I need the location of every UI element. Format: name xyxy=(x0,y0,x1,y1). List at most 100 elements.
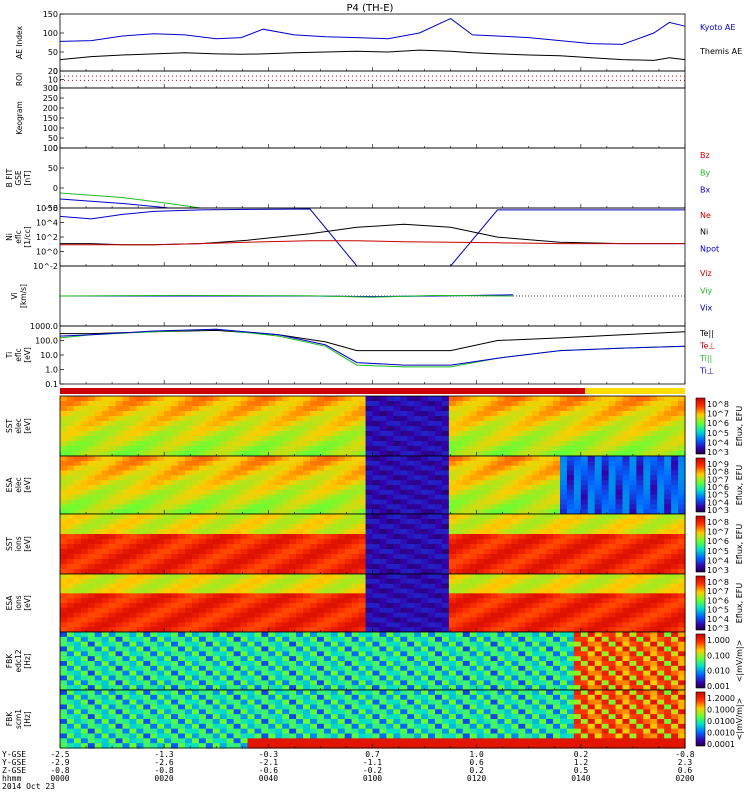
spectrogram-cell xyxy=(386,598,394,604)
spectrogram-cell xyxy=(254,504,262,510)
spectrogram-cell xyxy=(101,564,110,570)
spectrogram-cell xyxy=(66,549,75,555)
spectrogram-cell xyxy=(143,685,151,691)
spectrogram-cell xyxy=(289,583,297,590)
spectrogram-cell xyxy=(407,456,415,462)
spectrogram-cell xyxy=(191,641,200,648)
spectrogram-cell xyxy=(80,598,89,604)
spectrogram-cell xyxy=(171,514,179,520)
spectrogram-cell xyxy=(455,441,464,447)
spectrogram-cell xyxy=(365,524,374,530)
spectrogram-cell xyxy=(455,509,464,515)
spectrogram-cell xyxy=(164,569,172,575)
spectrogram-cell xyxy=(310,416,318,422)
spectrogram-cell xyxy=(185,421,193,427)
spectrogram-cell xyxy=(553,460,561,467)
spectrogram-cell xyxy=(73,446,82,452)
spectrogram-cell xyxy=(254,554,262,560)
spectrogram-cell xyxy=(511,475,519,481)
spectrogram-cell xyxy=(254,607,262,614)
spectrogram-cell xyxy=(643,549,651,555)
spectrogram-cell xyxy=(664,607,672,614)
spectrogram-cell xyxy=(337,534,346,540)
spectrogram-cell xyxy=(365,622,374,628)
spectrogram-cell xyxy=(476,627,485,633)
spectrogram-cell xyxy=(539,593,547,599)
spectrogram-cell xyxy=(115,494,124,501)
spectrogram-cell xyxy=(310,554,318,560)
spectrogram-cell xyxy=(303,534,311,540)
spectrogram-cell xyxy=(546,460,554,467)
spectrogram-cell xyxy=(205,593,214,599)
spectrogram-cell xyxy=(580,485,589,491)
spectrogram-cell xyxy=(164,485,172,491)
spectrogram-cell xyxy=(66,680,75,686)
spectrogram-cell xyxy=(601,396,610,402)
spectrogram-cell xyxy=(400,534,408,540)
spectrogram-cell xyxy=(261,607,269,614)
spectrogram-cell xyxy=(101,441,110,447)
spectrogram-cell xyxy=(573,622,582,628)
spectrogram-cell xyxy=(87,549,96,555)
spectrogram-cell xyxy=(532,446,540,452)
spectrogram-cell xyxy=(178,665,186,672)
spectrogram-cell xyxy=(671,588,679,594)
spectrogram-cell xyxy=(435,465,443,472)
spectrogram-cell xyxy=(94,564,103,570)
spectrogram-cell xyxy=(303,480,311,486)
spectrogram-cell xyxy=(330,529,339,535)
spectrogram-cell xyxy=(205,519,214,525)
spectrogram-cell xyxy=(421,446,429,452)
spectrogram-cell xyxy=(393,593,401,599)
spectrogram-cell xyxy=(122,588,131,594)
spectrogram-cell xyxy=(615,406,624,412)
spectrogram-cell xyxy=(372,416,381,422)
spectrogram-cell xyxy=(455,559,464,565)
spectrogram-cell xyxy=(275,612,283,619)
spectrogram-cell xyxy=(73,632,82,638)
spectrogram-cell xyxy=(573,569,582,575)
spectrogram-cell xyxy=(330,396,339,402)
spectrogram-cell xyxy=(664,485,672,491)
spectrogram-cell xyxy=(254,401,262,407)
series-line-ti- xyxy=(59,328,686,366)
spectrogram-cell xyxy=(629,411,637,417)
spectrogram-cell xyxy=(261,549,269,555)
spectrogram-cell xyxy=(275,451,283,457)
spectrogram-cell xyxy=(143,470,151,476)
spectrogram-cell xyxy=(469,446,478,452)
spectrogram-cell xyxy=(629,534,637,540)
spectrogram-cell xyxy=(254,460,262,467)
spectrogram-cell xyxy=(664,617,672,623)
spectrogram-cell xyxy=(553,519,561,525)
spectrogram-cell xyxy=(351,436,360,442)
spectrogram-cell xyxy=(247,544,256,550)
spectrogram-cell xyxy=(407,489,415,496)
spectrogram-cell xyxy=(108,685,117,691)
spectrogram-cell xyxy=(171,475,179,481)
spectrogram-cell xyxy=(94,451,103,457)
spectrogram-cell xyxy=(400,524,408,530)
spectrogram-cell xyxy=(323,603,332,609)
spectrogram-cell xyxy=(587,436,596,442)
spectrogram-cell xyxy=(275,583,283,590)
spectrogram-cell xyxy=(80,632,89,638)
spectrogram-cell xyxy=(296,519,304,525)
spectrogram-cell xyxy=(518,627,526,633)
spectrogram-cell xyxy=(136,539,144,545)
spectrogram-cell xyxy=(122,651,131,657)
spectrogram-cell xyxy=(657,549,665,555)
spectrogram-cell xyxy=(587,598,596,604)
spectrogram-cell xyxy=(594,627,603,633)
spectrogram-cell xyxy=(483,431,492,437)
spectrogram-cell xyxy=(372,426,381,432)
spectrogram-cell xyxy=(282,485,290,491)
spectrogram-cell xyxy=(157,588,165,594)
spectrogram-cell xyxy=(490,574,499,580)
spectrogram-cell xyxy=(226,612,235,619)
spectrogram-cell xyxy=(73,441,82,447)
spectrogram-cell xyxy=(678,406,686,412)
spectrogram-cell xyxy=(587,564,596,570)
spectrogram-cell xyxy=(566,598,575,604)
spectrogram-cell xyxy=(150,519,158,525)
